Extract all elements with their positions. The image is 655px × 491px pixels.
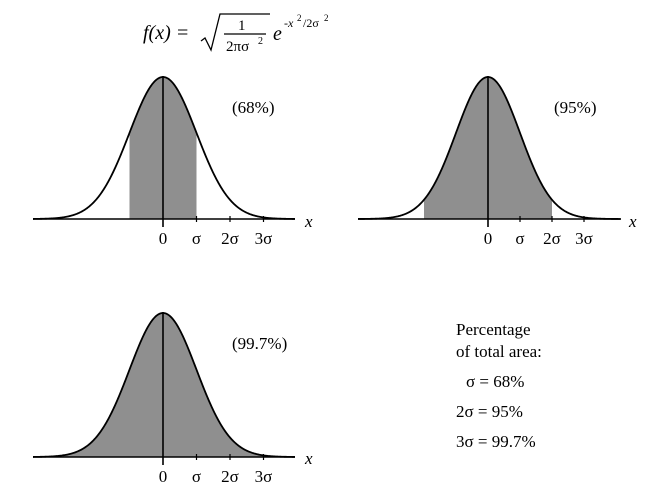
axis-label-x: x: [628, 212, 637, 231]
formula-radical: [200, 13, 270, 52]
tick-label-3: 3σ: [255, 467, 273, 486]
tick-label-2: 2σ: [543, 229, 561, 248]
formula-denominator-exp: 2: [258, 36, 263, 47]
tick-label-0: 0: [159, 229, 168, 248]
legend-row-3sigma: 3σ = 99.7%: [456, 432, 536, 451]
tick-label-2: 2σ: [221, 229, 239, 248]
chart-annotation: (99.7%): [232, 334, 287, 353]
chart-annotation: (95%): [554, 98, 596, 117]
formula: f(x) = 1 2πσ 2 e -x 2 /2σ 2: [143, 13, 329, 55]
tick-label-1: σ: [515, 229, 524, 248]
formula-exponent-tail-sq: 2: [324, 13, 329, 23]
bell-curve: [33, 312, 295, 458]
legend-row-1sigma: σ = 68%: [466, 372, 525, 391]
chart-annotation: (68%): [232, 98, 274, 117]
bell-curve: [358, 76, 621, 220]
formula-lhs: f(x) =: [143, 22, 189, 44]
tick-label-1: σ: [192, 467, 201, 486]
axis-label-x: x: [304, 449, 313, 468]
formula-exponent-tail: /2σ: [303, 16, 319, 30]
legend-heading-line2: of total area:: [456, 342, 542, 361]
chart-68: (68%) x 0 σ 2σ 3σ: [33, 76, 313, 248]
tick-label-3: 3σ: [575, 229, 593, 248]
tick-label-3: 3σ: [255, 229, 273, 248]
tick-label-0: 0: [484, 229, 493, 248]
bell-curve: [33, 76, 295, 220]
formula-denominator: 2πσ: [226, 39, 249, 55]
chart-95: (95%) x 0 σ 2σ 3σ: [358, 76, 637, 248]
formula-exponent-sq: 2: [297, 13, 302, 23]
tick-label-1: σ: [192, 229, 201, 248]
formula-exponent: -x: [284, 16, 294, 30]
legend: Percentage of total area: σ = 68% 2σ = 9…: [456, 319, 542, 453]
tick-label-0: 0: [159, 467, 168, 486]
tick-label-2: 2σ: [221, 467, 239, 486]
axis-label-x: x: [304, 212, 313, 231]
formula-numerator: 1: [238, 18, 246, 34]
chart-997: (99.7%) x 0 σ 2σ 3σ: [33, 312, 313, 486]
formula-base: e: [273, 23, 282, 45]
legend-row-2sigma: 2σ = 95%: [456, 402, 523, 421]
legend-heading-line1: Percentage: [456, 320, 531, 339]
